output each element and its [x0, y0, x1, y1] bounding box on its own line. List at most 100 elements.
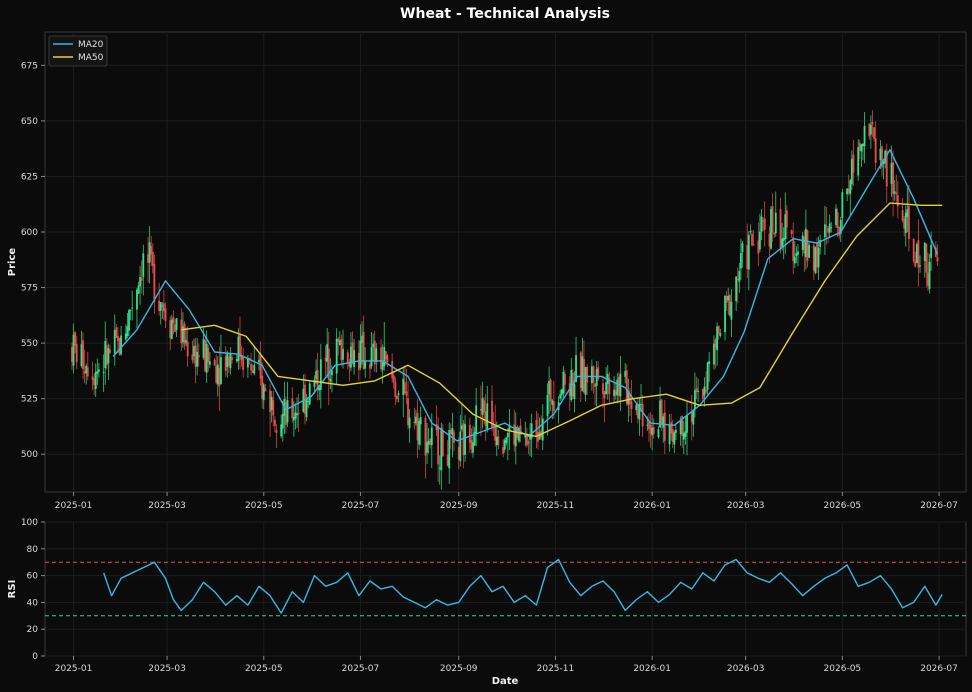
price-x-tick-label: 2025-11 [537, 501, 575, 511]
candle-down [105, 345, 108, 366]
candle-up [529, 434, 531, 440]
candle-down [908, 206, 910, 240]
candle-up [906, 209, 909, 217]
candle-down [649, 424, 652, 434]
candle-down [215, 366, 218, 383]
candle-up [136, 289, 138, 310]
candle-up [383, 346, 386, 367]
candle-down [242, 356, 245, 370]
candle-up [686, 415, 688, 433]
rsi-y-tick-label: 40 [27, 598, 39, 608]
candle-up [202, 339, 205, 358]
candle-down [180, 319, 183, 344]
candle-down [218, 367, 221, 387]
candle-down [484, 411, 487, 426]
candle-up [879, 148, 882, 161]
candle-down [868, 123, 871, 137]
candle-down [785, 210, 788, 228]
candle-up [640, 403, 642, 405]
rsi-y-tick-label: 20 [27, 625, 39, 635]
candle-down [405, 391, 408, 396]
rsi-x-tick-label: 2025-03 [148, 664, 186, 674]
price-y-tick-label: 600 [21, 228, 38, 238]
candle-down [362, 331, 365, 370]
candle-up [716, 326, 719, 351]
candle-down [895, 192, 898, 195]
candle-down [213, 359, 216, 366]
candle-up [220, 357, 222, 385]
price-candles [71, 110, 939, 490]
candle-down [197, 355, 200, 358]
candle-down [519, 425, 522, 435]
candle-down [927, 272, 929, 286]
candle-up [749, 231, 752, 233]
candle-up [402, 378, 405, 396]
candle-down [251, 370, 254, 373]
candle-down [592, 366, 595, 383]
candle-up [518, 428, 520, 442]
candle-down [885, 150, 888, 187]
rsi-y-tick-label: 60 [27, 572, 39, 582]
candle-down [413, 421, 416, 424]
candle-down [207, 347, 210, 363]
candle-up [107, 348, 110, 364]
candle-down [191, 354, 194, 361]
candle-down [602, 383, 604, 395]
legend-ma20-label: MA20 [78, 40, 104, 50]
candle-up [124, 333, 127, 340]
candle-up [581, 356, 584, 392]
candle-up [128, 310, 130, 331]
candle-up [560, 389, 563, 396]
candle-down [617, 376, 620, 396]
candle-down [437, 425, 440, 465]
price-y-tick-label: 575 [21, 284, 38, 294]
candle-down [269, 390, 271, 412]
candle-up [170, 319, 173, 339]
candle-down [579, 352, 582, 388]
candle-down [91, 376, 94, 380]
candle-up [305, 398, 308, 418]
candle-down [746, 245, 749, 269]
candle-down [224, 356, 227, 371]
candle-down [597, 367, 600, 380]
x-axis-label: Date [492, 676, 519, 687]
candle-up [882, 161, 885, 165]
candle-up [318, 387, 321, 391]
candle-up [793, 256, 796, 264]
candle-down [871, 122, 874, 125]
candle-up [427, 440, 430, 445]
candle-up [353, 350, 356, 368]
price-y-tick-label: 500 [21, 450, 38, 460]
candle-up [313, 379, 316, 388]
candle-up [795, 253, 798, 256]
candle-up [797, 251, 799, 255]
candle-down [874, 138, 877, 163]
candle-up [573, 384, 576, 400]
candle-down [594, 383, 596, 388]
candle-down [779, 208, 782, 249]
candle-down [852, 154, 855, 173]
candle-up [129, 309, 132, 311]
candle-up [208, 361, 211, 365]
candle-down [169, 320, 172, 339]
candle-down [652, 427, 655, 434]
candle-up [253, 364, 256, 374]
rsi-y-ticks: 0 20 40 60 80 100 [21, 518, 45, 662]
candle-up [760, 216, 763, 232]
rsi-axis-label: RSI [7, 580, 18, 599]
candle-up [80, 344, 83, 367]
candle-up [770, 208, 772, 249]
candle-up [281, 414, 284, 429]
candle-up [627, 390, 630, 405]
candle-down [858, 142, 861, 151]
candle-up [350, 346, 352, 368]
candle-up [616, 379, 619, 396]
candle-down [564, 374, 566, 385]
candle-down [934, 247, 937, 257]
candle-down [535, 419, 538, 436]
candle-up [419, 417, 422, 425]
candle-up [120, 335, 122, 355]
candle-down [881, 146, 883, 168]
candle-up [828, 223, 831, 233]
candle-up [724, 295, 726, 333]
